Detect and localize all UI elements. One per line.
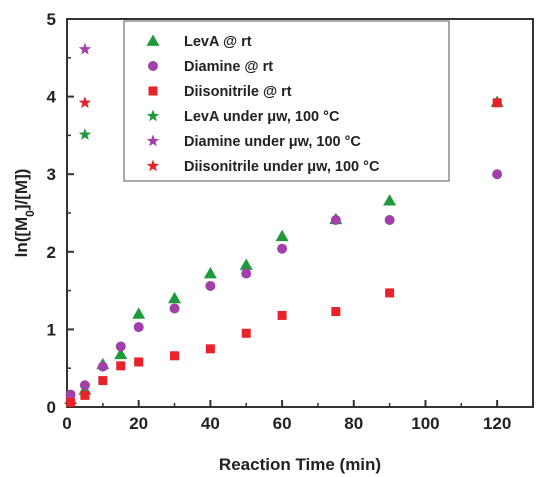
y-axis-title: ln([M0]/[M]) [12, 169, 37, 258]
legend-marker-circle [148, 61, 158, 71]
data-point-star [78, 42, 92, 55]
x-tick-label: 20 [129, 414, 148, 433]
y-tick-label: 4 [47, 88, 57, 107]
legend-marker-square [148, 86, 158, 96]
legend-marker-star [146, 134, 160, 147]
legend-box [123, 20, 450, 182]
data-point-square [492, 98, 502, 108]
data-point-circle [169, 303, 180, 314]
legend: LevA @ rt Diamine @ rt Diisonitrile @ rt Le… [123, 20, 450, 182]
tick-labels: 0 20 40 60 80 100 120 0 1 2 3 4 5 [47, 10, 512, 433]
y-tick-label: 2 [47, 243, 56, 262]
data-point-circle [133, 322, 144, 333]
series-5 [78, 96, 92, 109]
data-point-square [66, 397, 76, 407]
data-point-star [78, 96, 92, 109]
legend-label: Diamine under μw, 100 °C [184, 134, 361, 150]
y-tick-label: 5 [47, 10, 56, 29]
data-point-square [205, 344, 215, 354]
data-point-circle [97, 361, 108, 372]
data-point-circle [65, 389, 76, 400]
x-axis-title: Reaction Time (min) [219, 455, 381, 474]
series-4 [78, 42, 92, 55]
data-point-square [331, 307, 341, 317]
data-point-square [277, 310, 287, 320]
series-1 [65, 169, 503, 400]
x-tick-label: 120 [483, 414, 511, 433]
data-point-triangle [383, 194, 397, 206]
legend-label: Diisonitrile @ rt [184, 84, 292, 100]
legend-label: Diamine @ rt [184, 59, 273, 75]
legend-marker-triangle [146, 34, 160, 46]
x-tick-label: 60 [273, 414, 292, 433]
x-tick-label: 80 [344, 414, 363, 433]
legend-label: LevA @ rt [184, 34, 252, 50]
data-point-square [116, 361, 126, 371]
x-tick-label: 40 [201, 414, 220, 433]
data-point-triangle [114, 347, 128, 360]
data-point-square [80, 390, 90, 400]
data-point-triangle [275, 229, 289, 242]
data-point-triangle [239, 258, 253, 270]
series-3 [78, 128, 92, 140]
ticks [66, 18, 499, 408]
data-point-square [385, 288, 395, 298]
y-axis-title-sub: 0 [23, 210, 37, 217]
y-axis-title-pre: ln([M [12, 217, 31, 258]
y-tick-label: 1 [47, 320, 56, 339]
data-point-square [134, 357, 144, 367]
legend-label: Diisonitrile under μw, 100 °C [184, 159, 380, 175]
legend-label: LevA under μw, 100 °C [184, 109, 340, 125]
data-point-triangle [132, 307, 146, 319]
data-point-square [241, 328, 251, 338]
data-points [64, 42, 504, 407]
series-2 [66, 98, 502, 407]
data-point-square [98, 376, 108, 386]
data-point-circle [492, 169, 503, 180]
y-axis-title-post: ]/[M]) [12, 169, 31, 211]
data-point-star [78, 128, 92, 140]
x-tick-label: 100 [411, 414, 439, 433]
data-point-square [170, 351, 180, 361]
data-point-circle [205, 280, 216, 291]
data-point-circle [384, 214, 395, 225]
data-point-triangle [168, 291, 182, 304]
y-tick-label: 3 [47, 165, 56, 184]
data-point-triangle [203, 267, 217, 279]
legend-marker-star [146, 159, 160, 172]
data-point-circle [277, 243, 288, 254]
data-point-circle [241, 268, 252, 279]
y-tick-label: 0 [47, 398, 56, 417]
legend-marker-star [146, 109, 160, 122]
x-tick-label: 0 [62, 414, 71, 433]
data-point-circle [330, 214, 341, 225]
data-point-circle [115, 341, 126, 352]
data-point-circle [79, 380, 90, 391]
